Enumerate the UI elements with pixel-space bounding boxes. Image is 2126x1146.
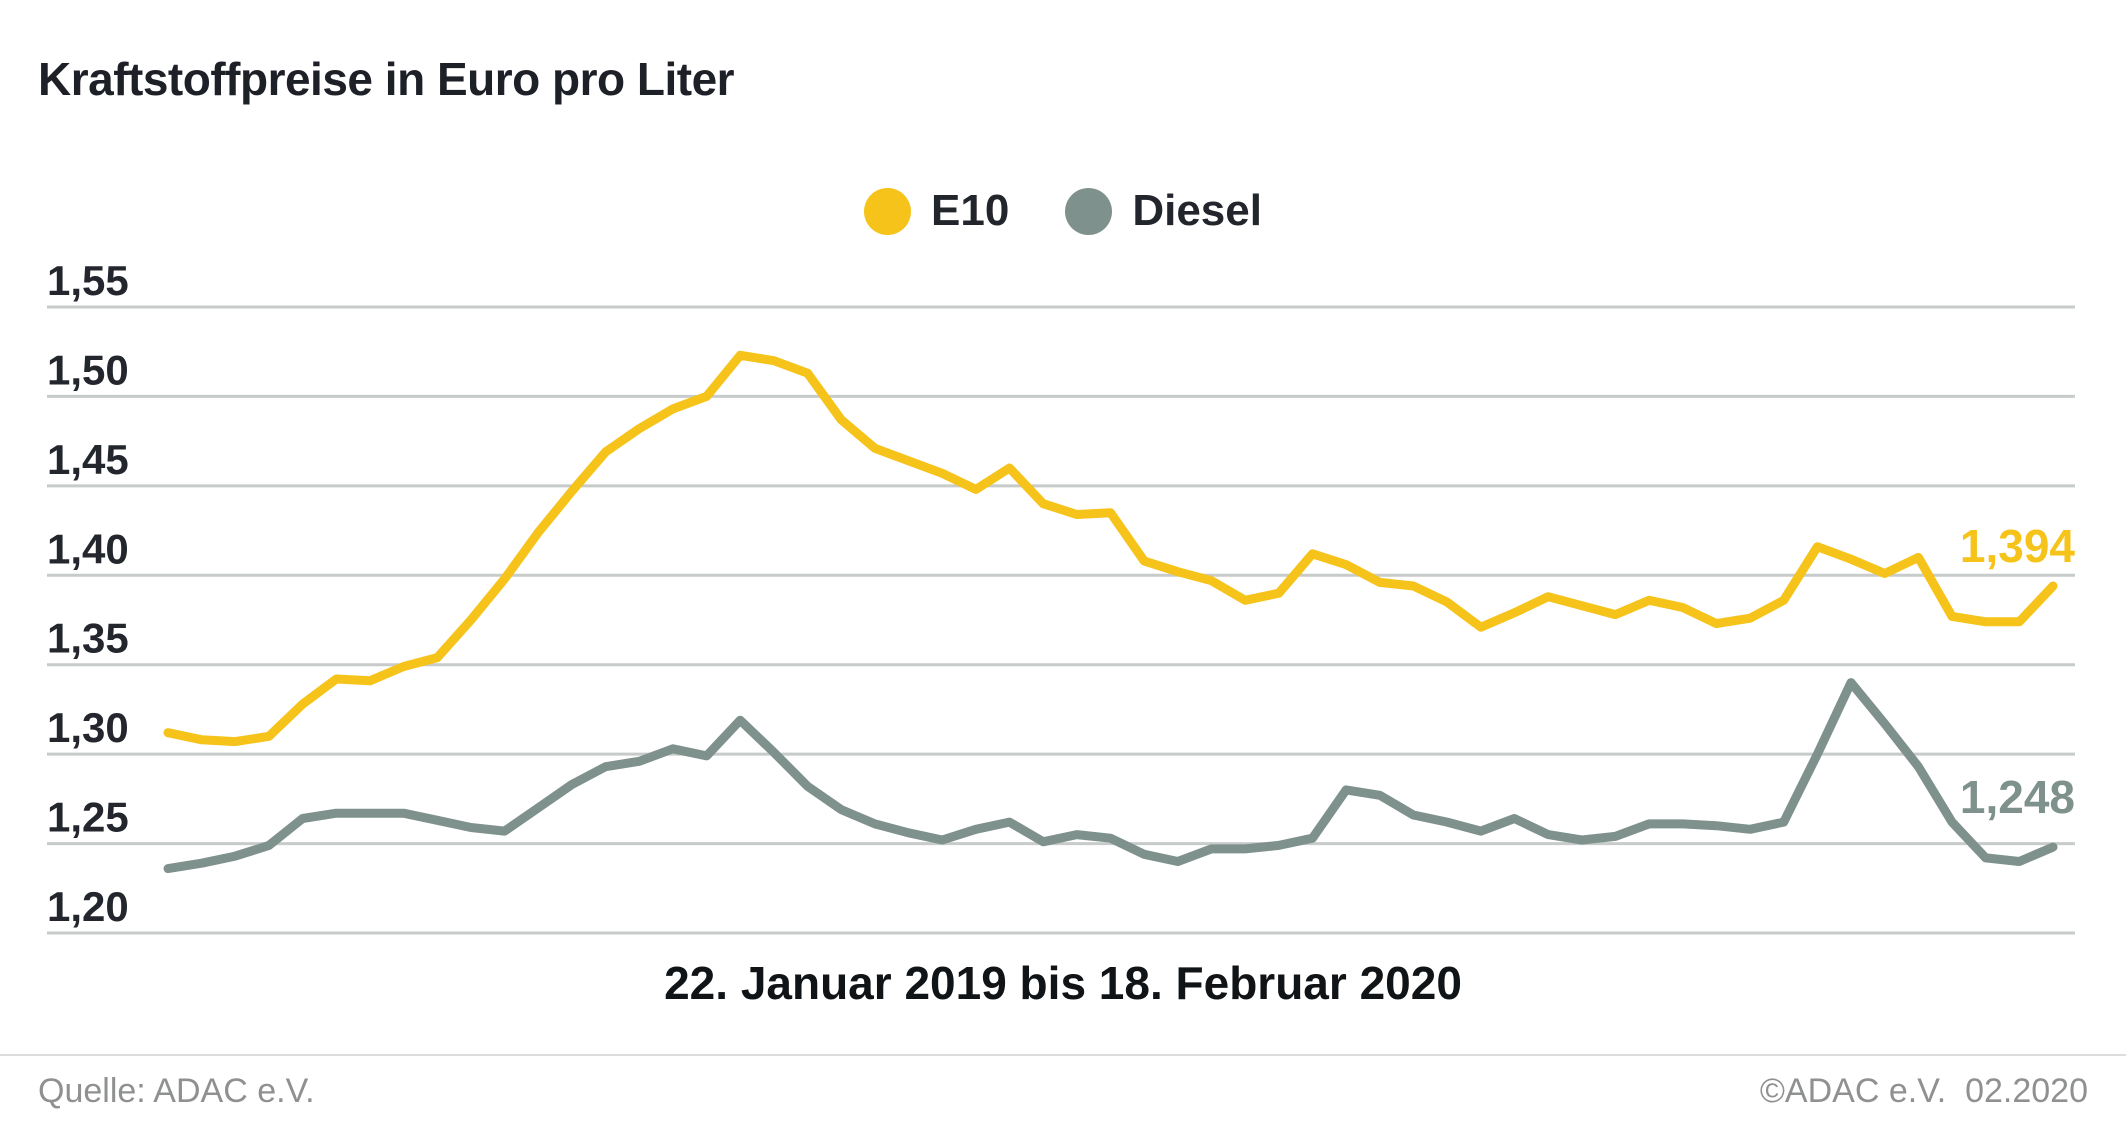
legend-label-diesel: Diesel (1132, 186, 1262, 235)
legend: E10 Diesel (0, 186, 2126, 236)
y-tick-label: 1,55 (47, 257, 129, 304)
y-tick-label: 1,35 (47, 615, 129, 662)
series-line-diesel (163, 678, 2058, 874)
x-axis-range-label: 22. Januar 2019 bis 18. Februar 2020 (664, 957, 1462, 1009)
y-tick-label: 1,45 (47, 436, 129, 483)
end-value-label-e10: 1,394 (1960, 520, 2076, 572)
diesel-color-dot-icon (1065, 187, 1113, 235)
y-tick-label: 1,20 (47, 883, 129, 930)
series-line-e10 (163, 350, 2058, 747)
legend-label-e10: E10 (931, 186, 1010, 235)
source-note: Quelle: ADAC e.V. (38, 1072, 315, 1110)
footer-divider (0, 1054, 2126, 1056)
y-tick-label: 1,40 (47, 525, 129, 572)
y-tick-label: 1,50 (47, 346, 129, 393)
page-title: Kraftstoffpreise in Euro pro Liter (38, 53, 735, 105)
y-tick-label: 1,30 (47, 704, 129, 751)
legend-item-e10: E10 (864, 186, 1009, 236)
y-tick-label: 1,25 (47, 794, 129, 841)
legend-item-diesel: Diesel (1065, 186, 1262, 236)
end-value-label-diesel: 1,248 (1960, 771, 2075, 823)
copyright-note: ©ADAC e.V. 02.2020 (1759, 1072, 2088, 1110)
e10-color-dot-icon (864, 187, 912, 235)
